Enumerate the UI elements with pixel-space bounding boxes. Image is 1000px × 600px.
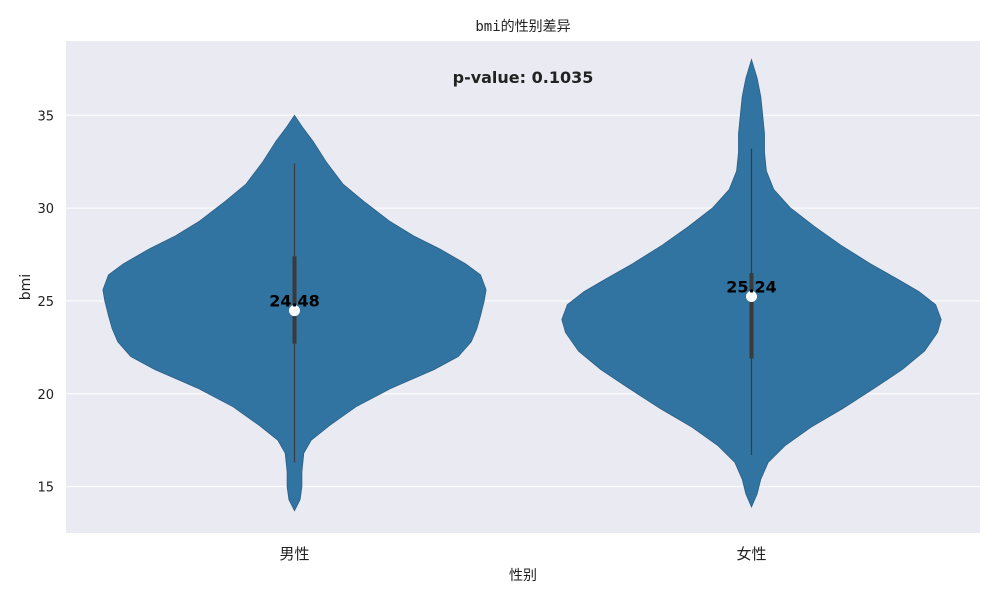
p-value-annotation: p-value: 0.1035 [453,68,594,87]
x-tick-label: 女性 [736,545,766,563]
y-tick-label: 15 [37,481,54,496]
y-axis-ticks: 15 20 25 30 35 [37,109,54,495]
y-tick-label: 25 [37,295,54,310]
violins: 24.48 25.24 [102,58,942,512]
x-axis-ticks: 男性 女性 [279,545,766,563]
y-tick-label: 20 [37,388,54,403]
median-value-label: 24.48 [269,292,320,311]
median-point [746,290,757,302]
median-value-label: 25.24 [726,277,777,296]
y-axis-label: bmi [18,274,34,300]
median-point [289,305,300,317]
y-tick-label: 35 [37,109,54,124]
x-axis-label: 性别 [509,568,537,584]
x-tick-label: 男性 [279,545,309,563]
chart-title: bmi的性别差异 [475,19,570,35]
y-tick-label: 30 [37,202,54,217]
